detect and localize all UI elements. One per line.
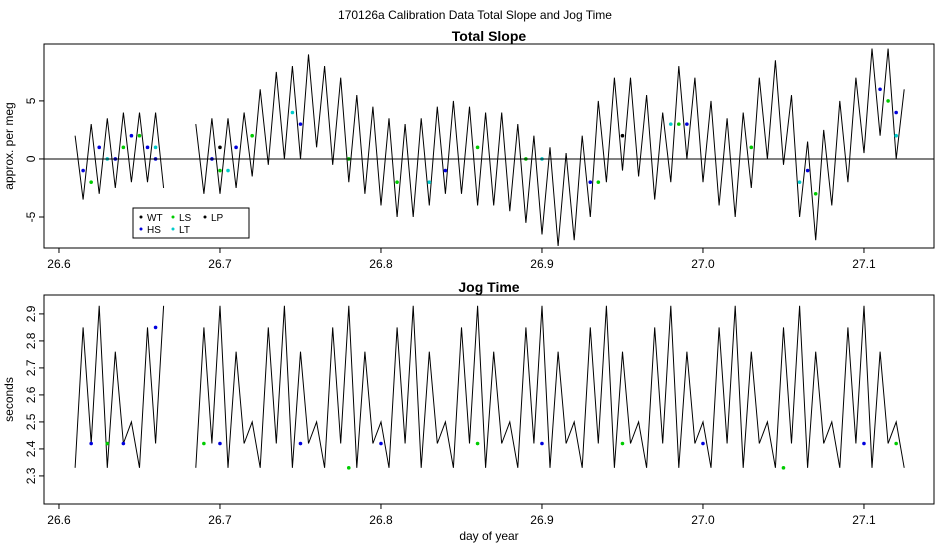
x-tick-label: 26.7 <box>208 257 232 271</box>
x-axis-label: day of year <box>459 529 518 543</box>
data-point <box>395 180 399 184</box>
y-tick-label: -5 <box>24 211 38 222</box>
data-point <box>379 441 383 446</box>
data-point <box>121 145 126 150</box>
x-tick-label: 26.6 <box>47 257 71 271</box>
x-tick-label: 27.0 <box>691 257 715 271</box>
data-point <box>685 122 689 126</box>
data-point <box>218 145 222 150</box>
legend-box <box>132 207 250 239</box>
x-tick-label: 27.1 <box>852 257 876 271</box>
data-point <box>153 145 158 150</box>
y-tick-label: 2.5 <box>24 413 38 430</box>
x-tick-label: 26.9 <box>530 513 554 527</box>
x-tick-label: 26.9 <box>530 257 554 271</box>
y-tick-label: 2.6 <box>24 386 38 403</box>
data-point <box>89 180 93 184</box>
x-tick-label: 26.8 <box>369 513 393 527</box>
data-point <box>97 145 102 150</box>
data-point <box>218 441 222 446</box>
y-tick-label: 2.3 <box>24 467 38 484</box>
legend-marker <box>139 227 143 231</box>
x-tick-label: 27.1 <box>852 513 876 527</box>
plot-area <box>74 305 905 470</box>
data-point <box>894 133 898 138</box>
data-point <box>475 145 480 150</box>
data-point <box>540 441 544 446</box>
legend-label: LP <box>211 213 224 224</box>
legend-label: WT <box>147 213 163 224</box>
data-point <box>298 122 303 126</box>
data-point <box>475 441 480 446</box>
data-point <box>668 122 673 126</box>
data-point <box>443 168 448 173</box>
x-tick-label: 26.7 <box>208 513 232 527</box>
data-point <box>298 441 303 446</box>
y-tick-label: 5 <box>24 97 38 104</box>
data-point <box>105 441 110 446</box>
data-point <box>797 180 802 184</box>
data-point <box>346 466 351 470</box>
data-line <box>74 305 905 468</box>
data-point <box>129 133 134 138</box>
data-point <box>290 110 295 115</box>
data-point <box>153 325 158 330</box>
data-point <box>894 441 898 446</box>
panel-title: Jog Time <box>458 279 519 295</box>
data-point <box>427 180 432 184</box>
plot-frame <box>43 43 935 249</box>
data-point <box>234 145 238 150</box>
data-point <box>749 145 754 150</box>
y-axis-label: approx. per meg <box>2 102 16 189</box>
y-tick-label: 2.9 <box>24 305 38 322</box>
data-point <box>781 466 786 470</box>
data-point <box>805 168 810 173</box>
legend-marker <box>171 227 175 231</box>
data-point <box>878 87 882 92</box>
y-tick-label: 2.7 <box>24 359 38 376</box>
data-point <box>677 122 681 126</box>
legend-marker <box>171 215 175 219</box>
data-line <box>74 48 905 247</box>
x-tick-label: 26.6 <box>47 513 71 527</box>
legend-label: LS <box>179 213 192 224</box>
y-tick-label: 2.8 <box>24 332 38 349</box>
y-tick-label: 0 <box>24 155 38 162</box>
data-point <box>89 441 93 446</box>
data-point <box>886 99 890 103</box>
data-point <box>226 168 230 173</box>
y-tick-label: 2.4 <box>24 440 38 457</box>
data-point <box>813 191 818 196</box>
data-point <box>701 441 705 446</box>
data-point <box>218 168 222 173</box>
x-tick-label: 26.8 <box>369 257 393 271</box>
x-tick-label: 27.0 <box>691 513 715 527</box>
data-point <box>121 441 126 446</box>
y-axis-label: seconds <box>2 377 16 422</box>
data-point <box>620 133 625 138</box>
data-point <box>862 441 866 446</box>
data-point <box>137 133 142 138</box>
plot-area <box>74 48 905 247</box>
data-point <box>894 110 898 115</box>
data-point <box>620 441 625 446</box>
legend-label: LT <box>179 225 190 236</box>
panel-title: Total Slope <box>452 28 527 44</box>
data-point <box>81 168 85 173</box>
legend-label: HS <box>147 225 161 236</box>
data-point <box>596 180 601 184</box>
page-title: 170126a Calibration Data Total Slope and… <box>338 8 612 22</box>
data-point <box>202 441 206 446</box>
plot-frame <box>43 294 935 505</box>
data-point <box>250 133 254 138</box>
data-point <box>145 145 150 150</box>
data-point <box>588 180 593 184</box>
legend-marker <box>203 215 207 219</box>
legend-marker <box>139 215 143 219</box>
